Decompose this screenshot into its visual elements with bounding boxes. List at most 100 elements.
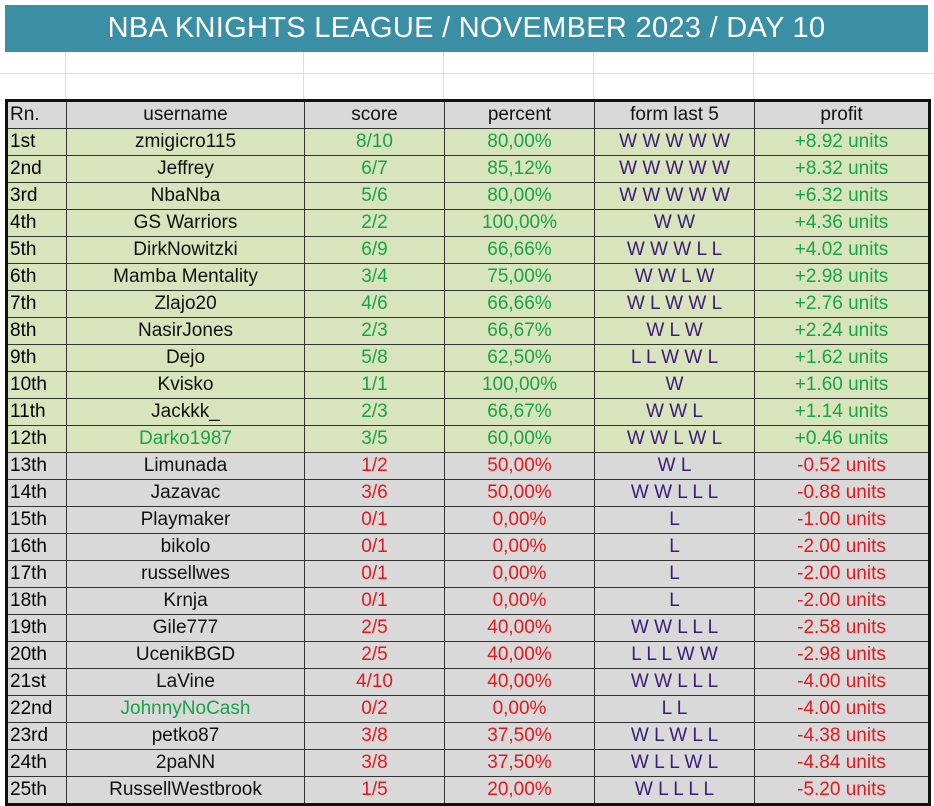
score: 5/8	[304, 344, 445, 372]
percent: 0,00%	[444, 587, 595, 615]
profit: +1.14 units	[754, 398, 930, 426]
profit: +4.02 units	[754, 236, 930, 264]
score: 2/3	[304, 398, 445, 426]
profit: +8.92 units	[754, 128, 930, 156]
column-header: username	[66, 100, 305, 129]
row: 13th Limunada 1/2 50,00% W L -0.52 units	[6, 452, 930, 480]
username: Gile777	[66, 614, 305, 642]
column-header: form last 5	[594, 100, 755, 129]
score: 2/2	[304, 209, 445, 237]
form: L L W W L	[594, 344, 755, 372]
score: 0/1	[304, 587, 445, 615]
rank: 16th	[6, 533, 67, 561]
username: Krnja	[66, 587, 305, 615]
row: 16th bikolo 0/1 0,00% L -2.00 units	[6, 533, 930, 561]
username: Limunada	[66, 452, 305, 480]
row: 1st zmigicro115 8/10 80,00% W W W W W +8.92 u…	[6, 128, 930, 156]
rank: 23rd	[6, 722, 67, 750]
form: L	[594, 506, 755, 534]
rank: 13th	[6, 452, 67, 480]
profit: -0.52 units	[754, 452, 930, 480]
percent: 0,00%	[444, 533, 595, 561]
username: zmigicro115	[66, 128, 305, 156]
row: 4th GS Warriors 2/2 100,00% W W +4.36 units	[6, 209, 930, 237]
rank: 17th	[6, 560, 67, 588]
profit: +8.32 units	[754, 155, 930, 183]
rank: 8th	[6, 317, 67, 345]
form: L	[594, 560, 755, 588]
score: 3/6	[304, 479, 445, 507]
username: GS Warriors	[66, 209, 305, 237]
form: W L	[594, 452, 755, 480]
column-header: score	[304, 100, 445, 129]
username: Mamba Mentality	[66, 263, 305, 291]
row: 14th Jazavac 3/6 50,00% W W L L L -0.88 units	[6, 479, 930, 507]
form: W L W	[594, 317, 755, 345]
username: Playmaker	[66, 506, 305, 534]
row: 18th Krnja 0/1 0,00% L -2.00 units	[6, 587, 930, 615]
rank: 6th	[6, 263, 67, 291]
rank: 15th	[6, 506, 67, 534]
profit: -2.00 units	[754, 587, 930, 615]
username: JohnnyNoCash	[66, 695, 305, 723]
username: Zlajo20	[66, 290, 305, 318]
percent: 0,00%	[444, 695, 595, 723]
row: 20th UcenikBGD 2/5 40,00% L L L W W -2.98 uni…	[6, 641, 930, 669]
rank: 12th	[6, 425, 67, 453]
row: 8th NasirJones 2/3 66,67% W L W +2.24 units	[6, 317, 930, 345]
percent: 75,00%	[444, 263, 595, 291]
score: 0/1	[304, 533, 445, 561]
column-header: percent	[444, 100, 595, 129]
form: W L W L L	[594, 722, 755, 750]
score: 0/1	[304, 506, 445, 534]
score: 1/5	[304, 776, 445, 805]
percent: 40,00%	[444, 668, 595, 696]
form: W W L W L	[594, 425, 755, 453]
row: 9th Dejo 5/8 62,50% L L W W L +1.62 units	[6, 344, 930, 372]
username: RussellWestbrook	[66, 776, 305, 805]
rank: 20th	[6, 641, 67, 669]
rank: 10th	[6, 371, 67, 399]
rank: 2nd	[6, 155, 67, 183]
rank: 25th	[6, 776, 67, 805]
percent: 66,66%	[444, 236, 595, 264]
row: 6th Mamba Mentality 3/4 75,00% W W L W +2.98 …	[6, 263, 930, 291]
row: 21st LaVine 4/10 40,00% W W L L L -4.00 units	[6, 668, 930, 696]
score: 1/1	[304, 371, 445, 399]
percent: 50,00%	[444, 479, 595, 507]
username: NbaNba	[66, 182, 305, 210]
username: NasirJones	[66, 317, 305, 345]
percent: 60,00%	[444, 425, 595, 453]
username: Jeffrey	[66, 155, 305, 183]
profit: +0.46 units	[754, 425, 930, 453]
profit: -2.98 units	[754, 641, 930, 669]
form: W W W W W	[594, 182, 755, 210]
form: W W W L L	[594, 236, 755, 264]
score: 4/10	[304, 668, 445, 696]
row: 24th 2paNN 3/8 37,50% W L L W L -4.84 units	[6, 749, 930, 777]
row: 19th Gile777 2/5 40,00% W W L L L -2.58 units	[6, 614, 930, 642]
percent: 40,00%	[444, 641, 595, 669]
percent: 100,00%	[444, 371, 595, 399]
form: W	[594, 371, 755, 399]
profit: -4.00 units	[754, 668, 930, 696]
row: 3rd NbaNba 5/6 80,00% W W W W W +6.32 units	[6, 182, 930, 210]
profit: -2.58 units	[754, 614, 930, 642]
form: L L	[594, 695, 755, 723]
score: 2/3	[304, 317, 445, 345]
percent: 62,50%	[444, 344, 595, 372]
row: 12th Darko1987 3/5 60,00% W W L W L +0.46 uni…	[6, 425, 930, 453]
row: 7th Zlajo20 4/6 66,66% W L W W L +2.76 units	[6, 290, 930, 318]
percent: 37,50%	[444, 749, 595, 777]
form: W L L W L	[594, 749, 755, 777]
percent: 37,50%	[444, 722, 595, 750]
profit: -2.00 units	[754, 560, 930, 588]
form: W W L	[594, 398, 755, 426]
profit: +1.60 units	[754, 371, 930, 399]
username: Dejo	[66, 344, 305, 372]
header-row: Rn. username score percent form last 5 profit	[6, 100, 930, 129]
percent: 40,00%	[444, 614, 595, 642]
score: 5/6	[304, 182, 445, 210]
profit: -4.84 units	[754, 749, 930, 777]
username: Darko1987	[66, 425, 305, 453]
